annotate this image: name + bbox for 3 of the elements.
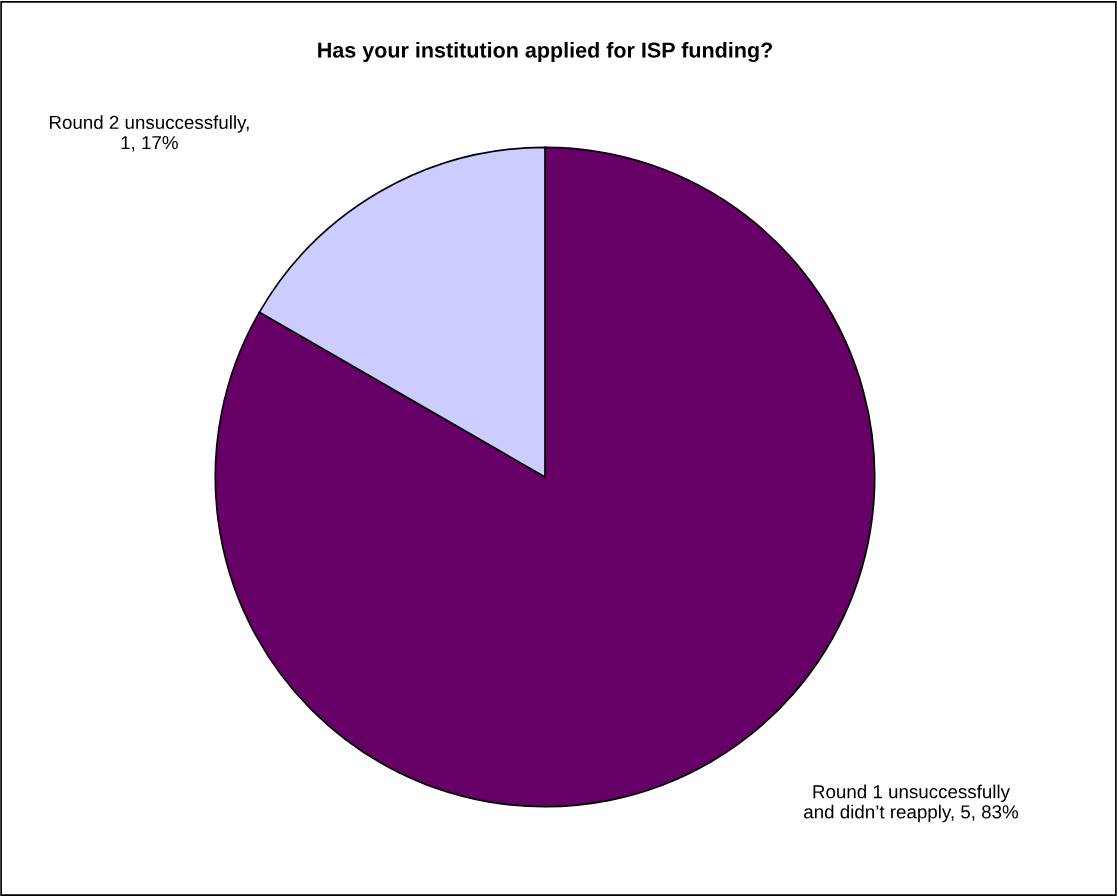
slice-label: Round 2 unsuccessfully, 1, 17% bbox=[49, 115, 249, 152]
chart-title: Has your institution applied for ISP funding? bbox=[318, 41, 773, 63]
slice-label: Round 1 unsuccessfully and didn’t reapply, 5, 83% bbox=[804, 784, 1019, 823]
